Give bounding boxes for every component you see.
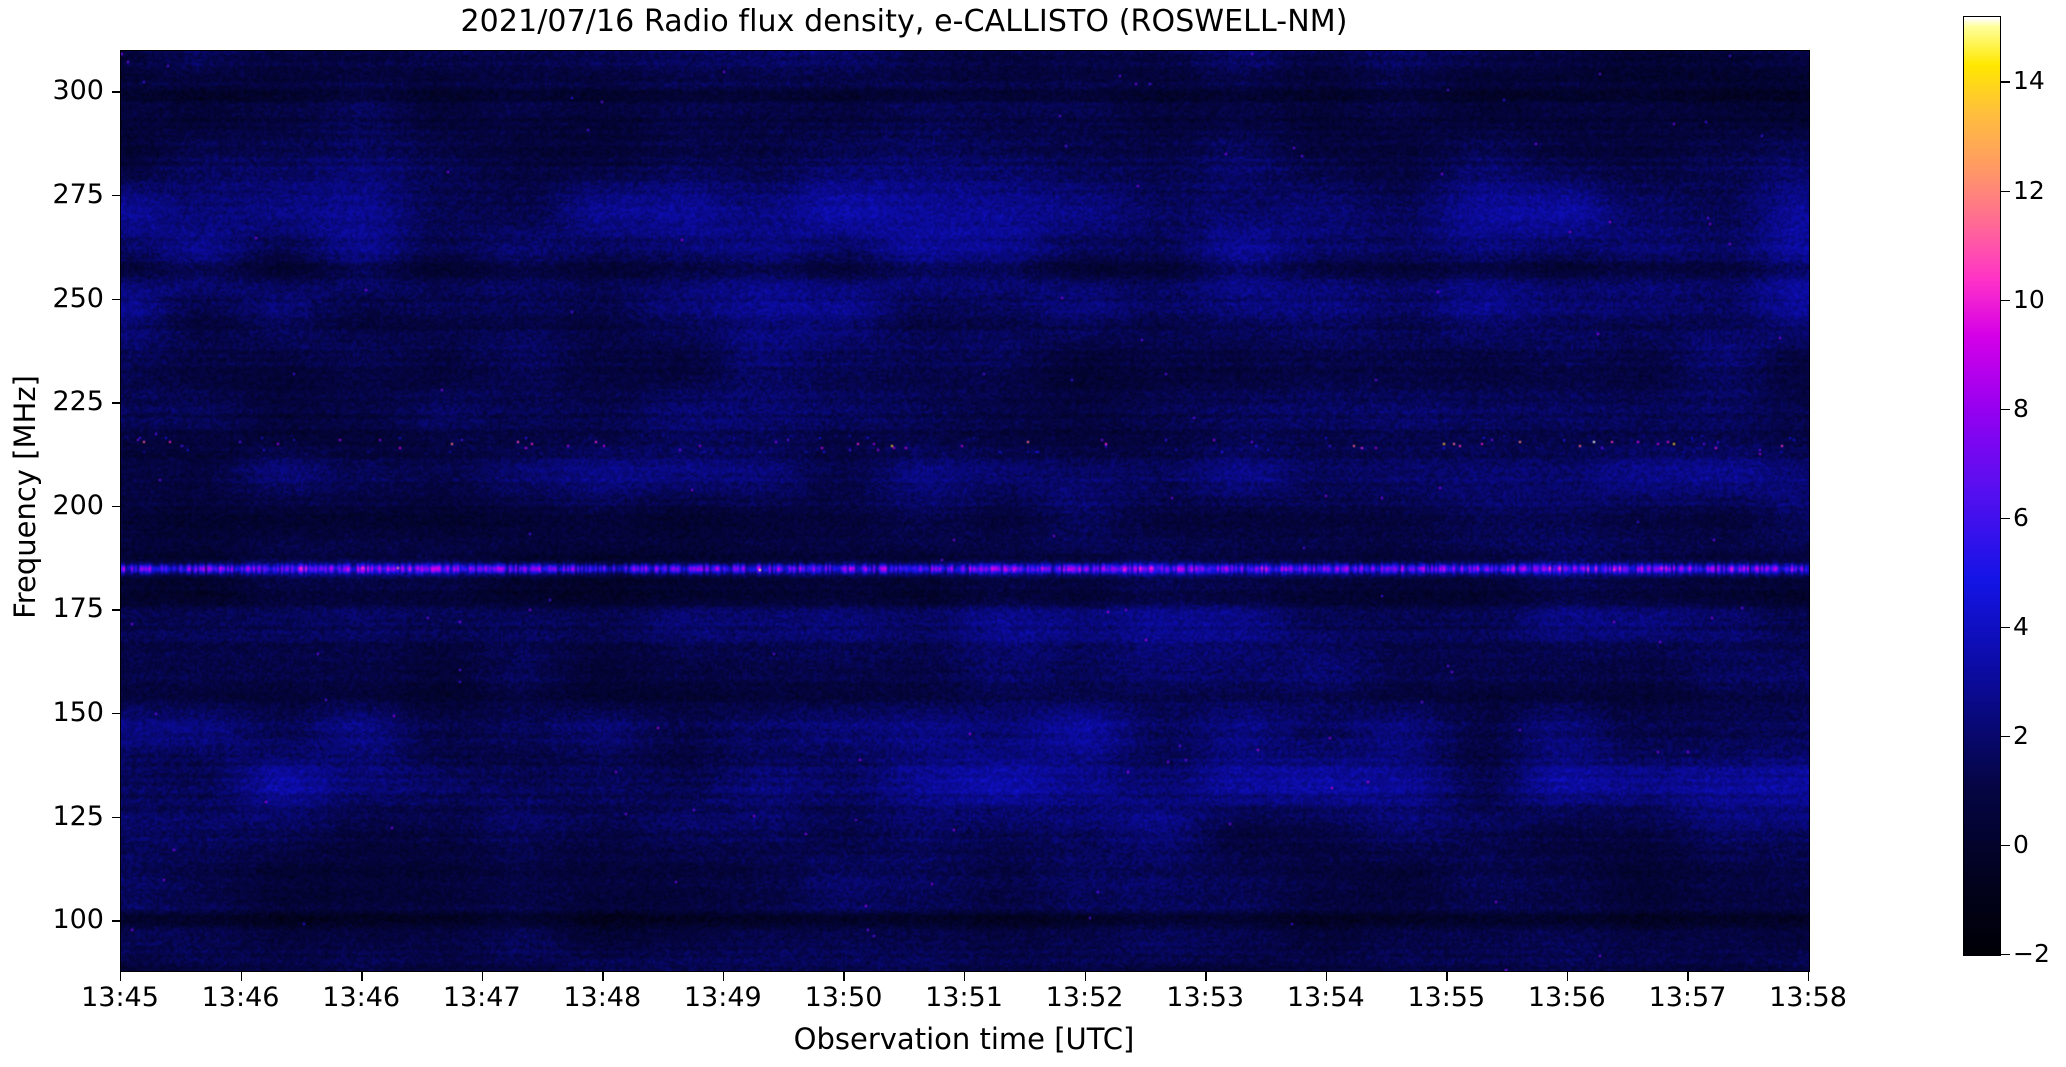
colorbar-tick-mark [2000, 735, 2010, 738]
colorbar-tick-label: 0 [2013, 829, 2029, 859]
y-axis-tick-labels: 300 275 250 225 200 175 150 125 100 [0, 0, 104, 1067]
y-axis-tick-label: 250 [52, 282, 104, 314]
y-axis-tick-mark [112, 402, 121, 404]
y-axis-tick-mark [112, 713, 121, 715]
x-axis-tick-label: 13:51 [925, 982, 1003, 1013]
y-axis-tick-mark [112, 609, 121, 611]
colorbar-tick-mark [2000, 517, 2010, 520]
spectrogram-image [121, 51, 1809, 971]
x-axis-tick-mark [361, 971, 363, 981]
x-axis-tick-label: 13:54 [1286, 982, 1365, 1013]
colorbar-tick-label: −2 [2013, 939, 2050, 968]
colorbar-tick-mark [2000, 626, 2010, 629]
y-axis-tick-label: 300 [52, 75, 104, 107]
x-axis-tick-label: 13:49 [683, 982, 762, 1013]
y-axis-tick-mark [112, 816, 121, 818]
colorbar-tick-label: 6 [2013, 502, 2029, 532]
x-axis-tick-mark [240, 971, 242, 981]
colorbar-tick-label: 8 [2013, 393, 2029, 423]
colorbar-tick-label: 4 [2013, 611, 2029, 641]
x-axis-tick-mark [1205, 971, 1207, 981]
x-axis-tick-mark [964, 971, 966, 981]
colorbar-tick-mark [2000, 408, 2010, 410]
x-axis-tick-label: 13:50 [804, 982, 883, 1013]
x-axis-tick-label: 13:58 [1769, 982, 1847, 1013]
y-axis-tick-mark [112, 91, 121, 93]
x-axis-tick-label: 13:46 [322, 982, 401, 1013]
y-axis-tick-label: 175 [52, 593, 104, 625]
x-axis-tick-mark [602, 971, 604, 981]
colorbar-gradient [1964, 17, 2000, 955]
y-axis-tick-mark [112, 195, 121, 197]
x-axis-tick-mark [120, 971, 122, 981]
x-axis-tick-label: 13:56 [1527, 982, 1606, 1013]
y-axis-tick-mark [112, 298, 121, 300]
colorbar-tick-label: 10 [2013, 284, 2045, 314]
x-axis-tick-mark [1084, 971, 1086, 981]
y-axis-tick-label: 125 [52, 800, 104, 832]
spectrogram-plot-area[interactable] [120, 50, 1810, 972]
x-axis-tick-label: 13:57 [1648, 982, 1727, 1013]
x-axis-label: Observation time [UTC] [793, 1022, 1135, 1056]
x-axis-tick-label: 13:45 [81, 982, 159, 1013]
y-axis-tick-label: 225 [52, 386, 104, 418]
x-axis-tick-mark [843, 971, 845, 981]
x-axis-tick-label: 13:55 [1407, 982, 1486, 1013]
colorbar-tick-mark [2000, 81, 2010, 83]
y-axis-tick-mark [112, 920, 121, 922]
colorbar-tick-label: 2 [2013, 720, 2029, 750]
y-axis-tick-label: 150 [52, 697, 104, 729]
x-axis-tick-label: 13:47 [442, 982, 521, 1013]
y-axis-tick-label: 275 [52, 179, 104, 211]
colorbar-tick-label: 12 [2013, 175, 2045, 205]
colorbar[interactable] [1963, 16, 2001, 956]
x-axis-tick-mark [722, 971, 725, 981]
colorbar-tick-mark [2000, 190, 2010, 192]
y-axis-label: Frequency [MHz] [8, 375, 42, 619]
y-axis-tick-label: 100 [52, 904, 104, 936]
x-axis-tick-mark [481, 971, 484, 981]
x-axis-tick-label: 13:46 [201, 982, 280, 1013]
x-axis-tick-mark [1808, 971, 1810, 981]
x-axis-tick-label: 13:48 [563, 982, 642, 1013]
x-axis-tick-mark [1325, 971, 1328, 981]
colorbar-tick-mark [2000, 844, 2010, 847]
colorbar-tick-label: 14 [2013, 66, 2045, 96]
x-axis-tick-mark [1687, 971, 1689, 981]
colorbar-tick-mark [2000, 299, 2010, 301]
x-axis-tick-mark [1566, 971, 1569, 981]
x-axis-tick-label: 13:52 [1045, 982, 1124, 1013]
y-axis-tick-mark [112, 505, 121, 508]
chart-title: 2021/07/16 Radio flux density, e-CALLIST… [460, 4, 1348, 39]
x-axis-tick-label: 13:53 [1166, 982, 1245, 1013]
y-axis-tick-label: 200 [52, 489, 104, 521]
colorbar-tick-mark [2000, 954, 2010, 956]
x-axis-tick-mark [1446, 971, 1448, 981]
